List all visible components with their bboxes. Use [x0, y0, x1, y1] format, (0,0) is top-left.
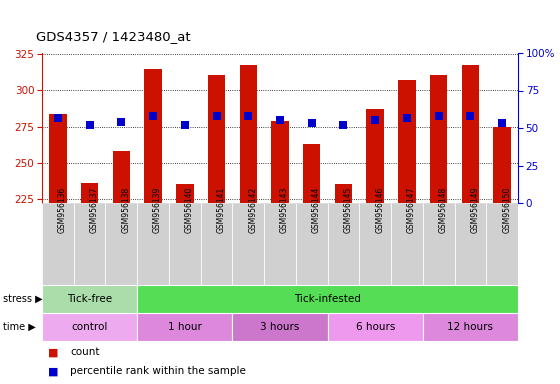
Bar	[232, 313, 328, 341]
Bar	[232, 203, 264, 285]
Bar	[366, 109, 384, 203]
Point	[53, 114, 62, 121]
Bar	[335, 184, 352, 203]
Point	[180, 122, 189, 128]
Bar	[264, 203, 296, 285]
Text: GSM956140: GSM956140	[185, 186, 194, 233]
Bar	[391, 203, 423, 285]
Bar	[137, 313, 232, 341]
Point	[339, 122, 348, 128]
Point	[498, 121, 507, 127]
Text: 1 hour: 1 hour	[168, 322, 202, 332]
Text: GDS4357 / 1423480_at: GDS4357 / 1423480_at	[36, 30, 191, 43]
Point	[276, 118, 284, 124]
Text: Tick-free: Tick-free	[67, 294, 112, 304]
Point	[403, 114, 412, 121]
Bar	[42, 285, 137, 313]
Point	[85, 122, 94, 128]
Text: GSM956145: GSM956145	[343, 186, 352, 233]
Bar	[303, 144, 320, 203]
Bar	[455, 203, 486, 285]
Bar	[423, 313, 518, 341]
Point	[434, 113, 443, 119]
Bar	[81, 183, 99, 203]
Bar	[423, 203, 455, 285]
Bar	[42, 203, 74, 285]
Text: percentile rank within the sample: percentile rank within the sample	[70, 366, 246, 376]
Text: GSM956137: GSM956137	[90, 186, 99, 233]
Bar	[328, 203, 360, 285]
Text: GSM956146: GSM956146	[375, 186, 384, 233]
Bar	[113, 151, 130, 203]
Bar	[240, 65, 257, 203]
Bar	[144, 69, 162, 203]
Bar	[200, 203, 232, 285]
Bar	[49, 114, 67, 203]
Text: count: count	[70, 348, 100, 358]
Text: GSM956147: GSM956147	[407, 186, 416, 233]
Text: 3 hours: 3 hours	[260, 322, 300, 332]
Text: GSM956148: GSM956148	[438, 187, 447, 233]
Text: GSM956142: GSM956142	[248, 187, 257, 233]
Point	[371, 118, 380, 124]
Text: GSM956141: GSM956141	[217, 187, 226, 233]
Text: GSM956138: GSM956138	[122, 187, 130, 233]
Text: 6 hours: 6 hours	[356, 322, 395, 332]
Text: 12 hours: 12 hours	[447, 322, 493, 332]
Point	[244, 113, 253, 119]
Bar	[328, 313, 423, 341]
Bar	[208, 74, 225, 203]
Bar	[461, 65, 479, 203]
Text: GSM956139: GSM956139	[153, 186, 162, 233]
Text: ■: ■	[48, 348, 58, 358]
Text: time ▶: time ▶	[3, 322, 35, 332]
Text: GSM956143: GSM956143	[280, 186, 289, 233]
Text: GSM956136: GSM956136	[58, 186, 67, 233]
Point	[117, 119, 126, 125]
Bar	[493, 127, 511, 203]
Bar	[486, 203, 518, 285]
Point	[307, 121, 316, 127]
Text: Tick-infested: Tick-infested	[294, 294, 361, 304]
Bar	[74, 203, 105, 285]
Text: ■: ■	[48, 366, 58, 376]
Bar	[398, 80, 416, 203]
Bar	[137, 285, 518, 313]
Text: GSM956150: GSM956150	[502, 186, 511, 233]
Bar	[360, 203, 391, 285]
Bar	[169, 203, 200, 285]
Bar	[271, 121, 289, 203]
Point	[212, 113, 221, 119]
Bar	[137, 203, 169, 285]
Text: control: control	[72, 322, 108, 332]
Point	[148, 113, 157, 119]
Bar	[176, 184, 194, 203]
Text: GSM956144: GSM956144	[312, 186, 321, 233]
Bar	[105, 203, 137, 285]
Bar	[296, 203, 328, 285]
Text: stress ▶: stress ▶	[3, 294, 43, 304]
Bar	[430, 74, 447, 203]
Point	[466, 113, 475, 119]
Bar	[42, 313, 137, 341]
Text: GSM956149: GSM956149	[470, 186, 479, 233]
